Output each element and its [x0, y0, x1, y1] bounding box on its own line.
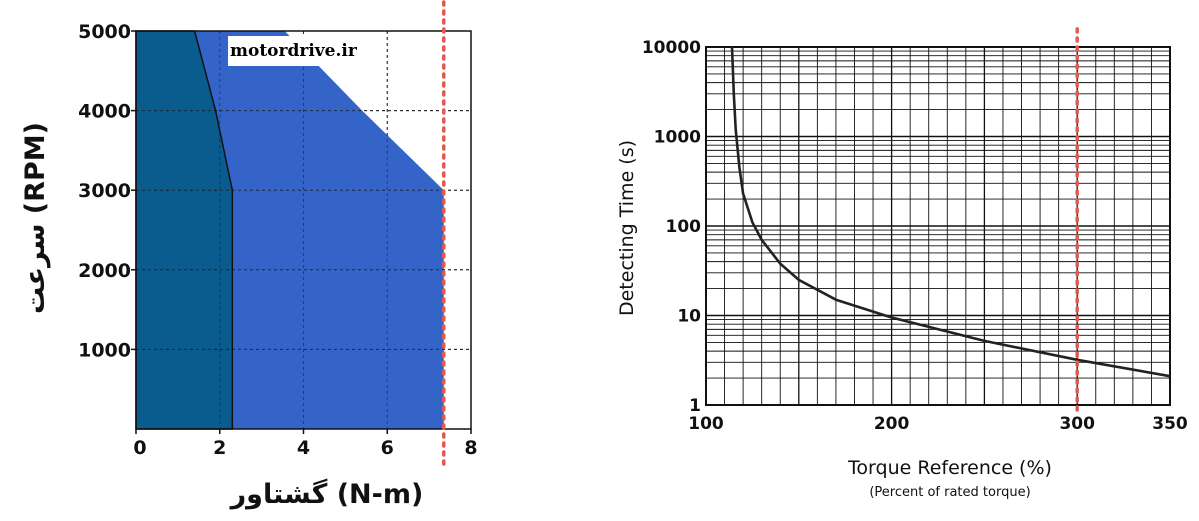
left-grid-overlay — [136, 31, 471, 429]
watermark-text: motordrive.ir — [230, 41, 358, 61]
left-x-tick-label: 0 — [133, 437, 146, 459]
left-x-tick-label: 6 — [381, 437, 394, 459]
watermark-background — [228, 36, 365, 66]
right-y-axis-label: Detecting Time (s) — [616, 140, 638, 316]
right-y-tick-label: 1 — [689, 396, 701, 416]
right-x-axis-label: Torque Reference (%) — [847, 457, 1052, 479]
y-label-unit: (RPM) — [20, 122, 51, 214]
left-y-ticks: 1000 2000 3000 4000 5000 — [78, 21, 136, 361]
right-y-tick-label: 10 — [677, 307, 701, 327]
left-x-axis-label: گشتاور (N-m) — [229, 478, 424, 510]
right-y-tick-label: 10000 — [642, 38, 701, 58]
y-label-farsi: سرعت — [20, 224, 51, 314]
right-y-tick-label: 100 — [666, 217, 702, 237]
x-label-unit: (N-m) — [337, 479, 424, 510]
left-y-axis-label: سرعت (RPM) — [20, 122, 51, 314]
right-x-tick-label: 350 — [1152, 414, 1188, 434]
x-label-farsi: گشتاور — [229, 478, 328, 510]
right-x-tick-label: 200 — [874, 414, 910, 434]
left-x-tick-label: 2 — [213, 437, 226, 459]
right-x-axis-sublabel: (Percent of rated torque) — [869, 485, 1030, 500]
left-x-tick-label: 8 — [464, 437, 477, 459]
right-y-ticks: 1 10 100 1000 10000 — [642, 38, 701, 416]
detection-curve — [730, 46, 1171, 378]
detection-time-chart: 100 200 300 350 1 10 100 1000 10000 Detecting T… — [616, 27, 1188, 500]
right-x-tick-label: 100 — [688, 414, 724, 434]
left-x-tick-label: 4 — [297, 437, 310, 459]
right-x-ticks: 100 200 300 350 — [688, 414, 1188, 434]
left-y-tick-label: 2000 — [78, 260, 131, 282]
right-grid — [706, 47, 1170, 405]
left-y-tick-label: 4000 — [78, 101, 131, 123]
right-plot-border — [705, 46, 1171, 406]
left-y-tick-label: 3000 — [78, 180, 131, 202]
left-x-ticks: 0 2 4 6 8 — [133, 429, 478, 459]
left-y-tick-label: 1000 — [78, 339, 131, 361]
right-y-tick-label: 1000 — [654, 128, 701, 148]
torque-speed-chart: motordrive.ir 0 2 4 6 8 1000 2000 3000 4000 5000… — [20, 0, 478, 510]
left-y-tick-label: 5000 — [78, 21, 131, 43]
right-x-tick-label: 300 — [1059, 414, 1095, 434]
